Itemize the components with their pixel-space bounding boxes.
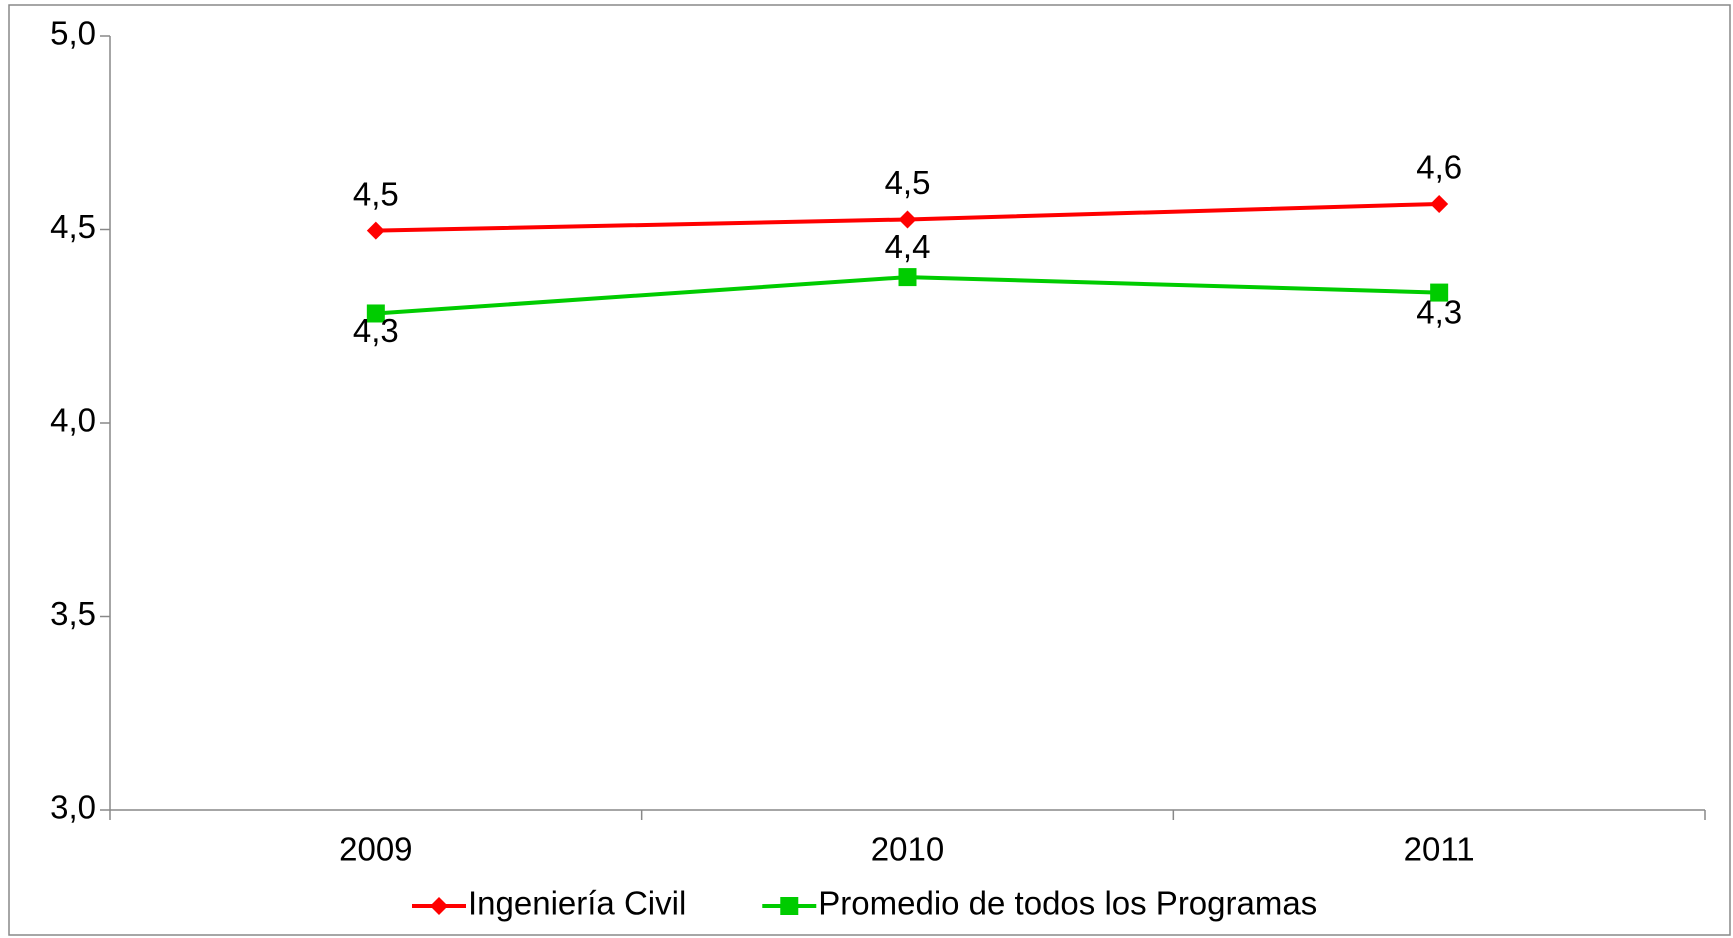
marker bbox=[366, 221, 385, 240]
marker bbox=[366, 304, 385, 323]
y-tick-label: 4,0 bbox=[50, 402, 96, 439]
chart-border bbox=[8, 4, 1731, 936]
marker bbox=[898, 210, 917, 229]
y-tick-label: 3,0 bbox=[50, 789, 96, 826]
y-tick-label: 5,0 bbox=[50, 15, 96, 52]
data-label: 4,5 bbox=[353, 175, 399, 212]
data-label: 4,3 bbox=[1416, 293, 1462, 330]
y-tick-label: 4,5 bbox=[50, 208, 96, 245]
legend-label: Ingeniería Civil bbox=[468, 885, 686, 922]
data-label: 4,3 bbox=[353, 312, 399, 349]
data-label: 4,6 bbox=[1416, 149, 1462, 186]
x-tick-label: 2011 bbox=[1404, 831, 1475, 868]
marker bbox=[430, 897, 448, 915]
data-label: 4,4 bbox=[885, 228, 931, 265]
marker bbox=[780, 897, 799, 915]
data-label: 4,5 bbox=[885, 164, 931, 201]
x-tick-label: 2009 bbox=[339, 831, 412, 868]
marker bbox=[1430, 194, 1449, 213]
x-tick-label: 2010 bbox=[871, 831, 944, 868]
marker bbox=[1430, 283, 1449, 302]
y-tick-label: 3,5 bbox=[50, 595, 96, 632]
marker bbox=[898, 268, 917, 287]
legend-label: Promedio de todos los Programas bbox=[818, 885, 1317, 922]
